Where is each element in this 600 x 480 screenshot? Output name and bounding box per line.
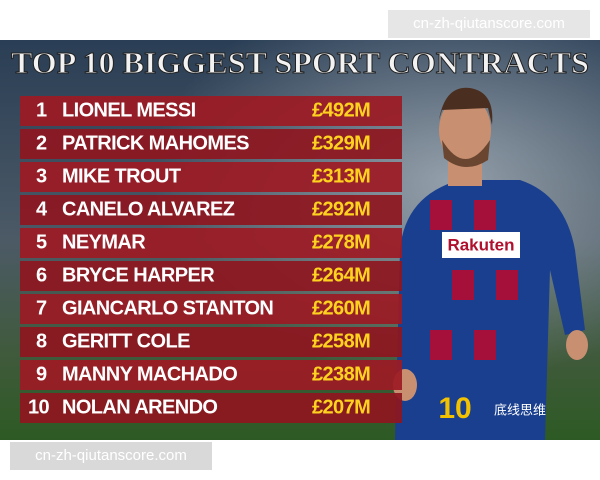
name: GERITT COLE: [62, 330, 190, 352]
rank: 4: [36, 198, 48, 220]
row-background: [20, 195, 402, 225]
row-background: [20, 228, 402, 258]
rank: 3: [36, 165, 47, 187]
sponsor-box: [442, 232, 520, 258]
name: GIANCARLO STANTON: [62, 297, 273, 319]
rank: 10: [28, 396, 50, 418]
name: MIKE TROUT: [62, 165, 181, 187]
row-background: [20, 96, 402, 126]
stripe: [430, 330, 452, 360]
watermark: cn-zh-qiutanscore.com: [413, 15, 565, 32]
name: LIONEL MESSI: [62, 99, 196, 121]
row-background: [20, 360, 402, 390]
name: BRYCE HARPER: [62, 264, 215, 286]
ranking-table: 1 LIONEL MESSI £492M 2 PATRICK MAHOMES £329M 3…: [20, 96, 402, 423]
name: CANELO ALVAREZ: [62, 198, 235, 220]
contract-value: £292M: [312, 198, 370, 220]
player: [393, 87, 588, 440]
hair: [439, 87, 493, 125]
watermark: cn-zh-qiutanscore.com: [35, 447, 187, 464]
stripe: [474, 200, 496, 230]
stripe: [430, 200, 452, 230]
head: [439, 96, 491, 164]
rank: 5: [36, 231, 47, 253]
contract-value: £260M: [312, 297, 370, 319]
row-background: [20, 393, 402, 423]
rank: 1: [36, 99, 47, 121]
jersey-number: 10: [438, 392, 471, 425]
row-background: [20, 294, 402, 324]
rank: 2: [36, 132, 47, 154]
beard: [442, 140, 490, 168]
contract-value: £238M: [312, 363, 370, 385]
stripe: [452, 270, 474, 300]
name: PATRICK MAHOMES: [62, 132, 249, 154]
watermark-box: [388, 10, 590, 38]
contract-value: £264M: [312, 264, 370, 286]
title: TOP 10 BIGGEST SPORT CONTRACTS: [11, 45, 589, 80]
watermark-box: [10, 442, 212, 470]
jersey-sponsor: Rakuten: [447, 235, 514, 254]
contract-value: £313M: [312, 165, 370, 187]
name: MANNY MACHADO: [62, 363, 237, 385]
stripe: [474, 330, 496, 360]
rank: 9: [36, 363, 47, 385]
rank: 7: [36, 297, 47, 319]
contract-value: £329M: [312, 132, 370, 154]
rank: 6: [36, 264, 47, 286]
name: NEYMAR: [62, 231, 146, 253]
contract-value: £207M: [312, 396, 370, 418]
row-background: [20, 129, 402, 159]
contract-value: £278M: [312, 231, 370, 253]
rank: 8: [36, 330, 47, 352]
badge: 底线思维: [494, 403, 546, 419]
contract-value: £492M: [312, 99, 370, 121]
stripe: [496, 270, 518, 300]
row-background: [20, 162, 402, 192]
name: NOLAN ARENDO: [62, 396, 217, 418]
row-background: [20, 327, 402, 357]
contract-value: £258M: [312, 330, 370, 352]
hand: [566, 330, 588, 360]
row-background: [20, 261, 402, 291]
